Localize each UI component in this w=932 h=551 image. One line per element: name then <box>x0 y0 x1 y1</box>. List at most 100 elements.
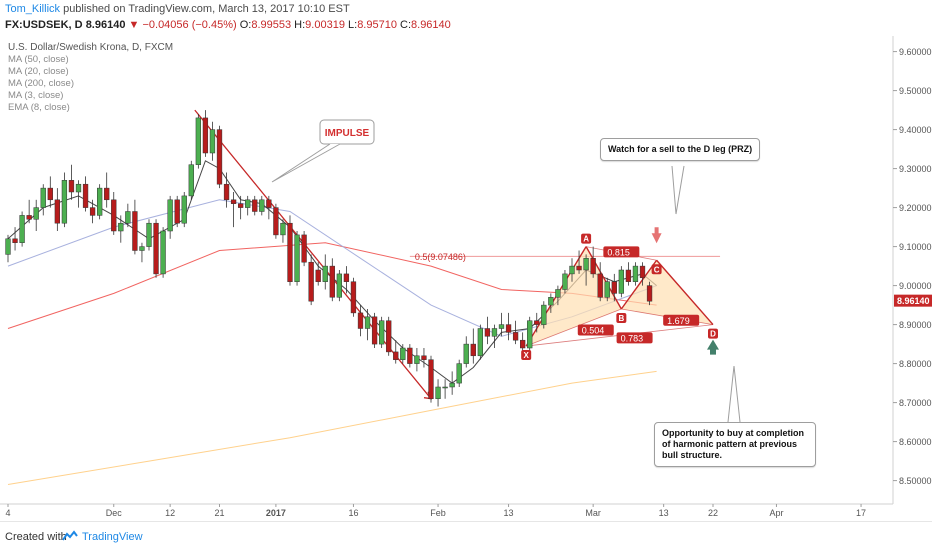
sell-arrow-icon <box>651 227 662 244</box>
impulse-line <box>194 109 432 400</box>
candle-body <box>252 199 258 212</box>
x-tick-label: Dec <box>106 508 123 518</box>
candle-body <box>400 347 406 360</box>
candle-body <box>181 195 187 224</box>
last-price-tag-box <box>894 294 932 307</box>
impulse-callout-box <box>319 119 375 145</box>
candle-body <box>527 320 533 349</box>
legend-indicator-item: MA (3, close) <box>8 90 63 101</box>
candle-body <box>132 211 138 251</box>
candle-body <box>576 265 582 271</box>
change-down-icon: ▼ <box>128 19 140 31</box>
candle-body <box>153 222 159 275</box>
point-c-label: C <box>654 265 660 274</box>
candle-body <box>456 363 462 384</box>
candle-body <box>484 328 491 337</box>
candle-body <box>534 320 540 325</box>
candle-body <box>19 215 25 243</box>
candle-body <box>167 199 173 232</box>
x-tick-label: Feb <box>430 508 446 518</box>
candle-body <box>54 199 61 224</box>
candle-body <box>590 258 596 275</box>
point-b-label: B <box>618 314 624 323</box>
candle-body <box>562 273 568 290</box>
legend-indicator-item: EMA (8, close) <box>8 102 70 113</box>
point-d-label-box <box>708 328 718 339</box>
candle-body <box>294 234 300 282</box>
y-tick-label: 9.10000 <box>899 242 932 252</box>
pattern-leg-line <box>656 259 714 326</box>
pattern-xab-fill <box>526 246 622 347</box>
candle-body <box>5 238 11 255</box>
price-change: −0.04056 (−0.45%) <box>142 19 237 31</box>
candle-body <box>125 211 131 224</box>
candle-body <box>259 199 265 212</box>
candle-body <box>646 285 653 302</box>
candle-body <box>407 347 413 364</box>
candle-body <box>322 265 328 282</box>
candle-body <box>477 328 484 357</box>
candle-body <box>301 234 307 263</box>
candle-body <box>498 324 505 329</box>
candle-body <box>89 207 96 216</box>
pattern-leg-line <box>620 259 658 310</box>
candle-body <box>139 246 145 251</box>
candle-body <box>308 261 314 302</box>
tradingview-logo-icon <box>62 530 78 541</box>
x-tick-label: 12 <box>165 508 175 518</box>
candle-body <box>315 269 321 282</box>
candle-body <box>357 312 364 329</box>
x-tick-label: 13 <box>659 508 669 518</box>
point-d-label: D <box>710 330 716 339</box>
ratio-ac-label: 0.815 <box>607 247 630 257</box>
low-value: 8.95710 <box>357 19 397 31</box>
candle-body <box>329 265 335 298</box>
fib-level-label: 0.5(9.07486) <box>415 252 466 262</box>
impulse-label: IMPULSE <box>325 128 370 139</box>
candle-body <box>174 199 180 224</box>
candle-body <box>266 199 272 208</box>
point-b-label-box <box>616 313 627 323</box>
candle-body <box>26 215 32 220</box>
y-tick-label: 8.70000 <box>899 398 932 408</box>
candle-body <box>216 129 223 185</box>
sell-callout[interactable]: Watch for a sell to the D leg (PRZ) <box>600 138 761 161</box>
pattern-leg-line <box>526 308 622 347</box>
candle-body <box>393 351 399 360</box>
symbol-label[interactable]: FX:USDSEK, D <box>5 19 83 31</box>
tradingview-brand-link[interactable]: TradingView <box>82 531 143 543</box>
ratio-xd-label-box <box>616 332 653 344</box>
candle-body <box>435 386 441 399</box>
candle-body <box>428 359 434 399</box>
candle-body <box>12 238 18 243</box>
chart-area[interactable]: 9.60000 9.50000 9.40000 9.30000 9.20000 9.100… <box>0 36 932 520</box>
pattern-leg-line <box>585 246 622 310</box>
point-x-label: X <box>524 351 530 360</box>
candle-body <box>541 304 547 325</box>
candle-body <box>350 281 357 314</box>
y-tick-label: 8.90000 <box>899 320 932 330</box>
candle-body <box>618 269 625 294</box>
legend-indicator-item: MA (50, close) <box>8 54 69 65</box>
y-tick-label: 9.30000 <box>899 164 932 174</box>
price-chart[interactable]: 9.60000 9.50000 9.40000 9.30000 9.20000 9.100… <box>0 36 932 520</box>
candle-body <box>280 222 286 236</box>
candle-body <box>583 258 589 271</box>
low-label: L: <box>348 19 358 31</box>
y-tick-label: 8.60000 <box>899 437 932 447</box>
x-tick-label: 21 <box>214 508 224 518</box>
buy-arrow-icon <box>707 339 719 355</box>
y-tick-label: 9.00000 <box>899 281 932 291</box>
candle-body <box>61 180 68 224</box>
pattern-bcd-fill <box>621 260 713 325</box>
candle-body <box>512 332 519 341</box>
candle-body <box>470 343 476 357</box>
author-link[interactable]: Tom_Killick <box>5 3 61 15</box>
candle-body <box>160 230 166 275</box>
buy-callout[interactable]: Opportunity to buy at completion of harm… <box>654 422 816 467</box>
ratio-bd-label-box <box>663 314 700 326</box>
high-value: 9.00319 <box>305 19 345 31</box>
y-tick-label: 8.80000 <box>899 359 932 369</box>
candle-body <box>597 273 603 298</box>
candle-body <box>463 343 469 364</box>
